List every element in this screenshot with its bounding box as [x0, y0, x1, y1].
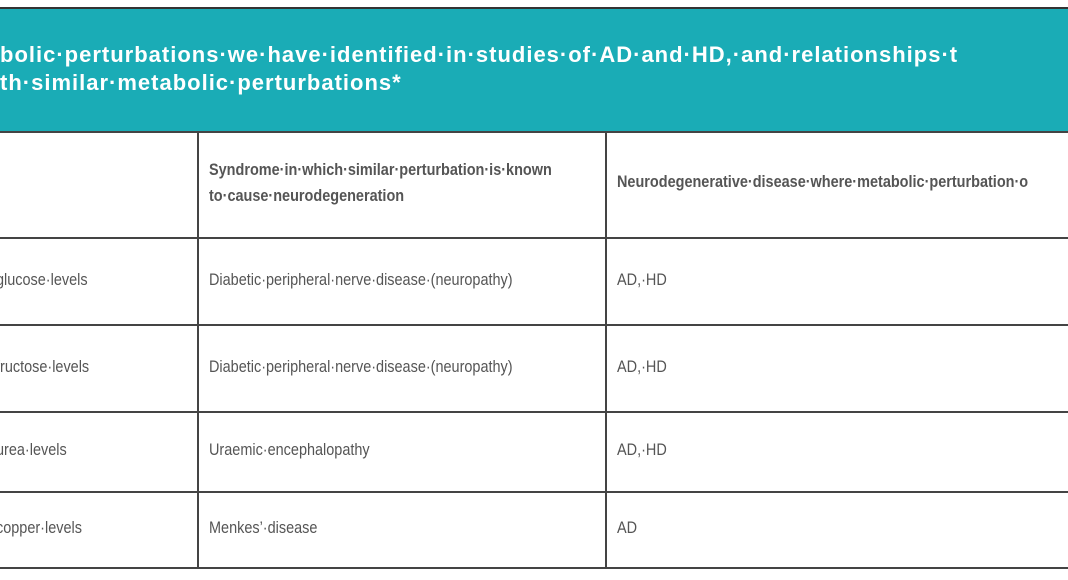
table-cell: fructose·levels [0, 357, 90, 376]
title-banner [0, 9, 1068, 131]
column-header: to·cause·neurodegeneration [209, 186, 405, 205]
table-cell: copper·levels [0, 518, 82, 537]
col-rule [197, 131, 199, 569]
row-rule [0, 131, 1068, 133]
table-cell: AD,·HD [617, 357, 667, 376]
row-rule [0, 567, 1068, 569]
title-line: th·similar·metabolic·perturbations* [0, 70, 402, 95]
table-cell: Menkes’·disease [209, 518, 318, 537]
top-rule [0, 7, 1068, 9]
row-rule [0, 324, 1068, 326]
row-rule [0, 237, 1068, 239]
row-rule [0, 491, 1068, 493]
table-cell: AD [617, 518, 638, 537]
table-cell: Uraemic·encephalopathy [209, 440, 370, 459]
column-header: Syndrome·in·which·similar·perturbation·i… [209, 160, 552, 179]
row-rule [0, 411, 1068, 413]
table-cell: AD,·HD [617, 270, 667, 289]
table-cell: Diabetic·peripheral·nerve·disease·(neuro… [209, 357, 513, 376]
table-cell: AD,·HD [617, 440, 667, 459]
col-rule [605, 131, 607, 569]
title-line: bolic·perturbations·we·have·identified·i… [0, 42, 959, 67]
table-cell: glucose·levels [0, 270, 88, 289]
column-header: Neurodegenerative·disease·where·metaboli… [617, 172, 1029, 191]
table-cell: Diabetic·peripheral·nerve·disease·(neuro… [209, 270, 513, 289]
table-cell: urea·levels [0, 440, 67, 459]
